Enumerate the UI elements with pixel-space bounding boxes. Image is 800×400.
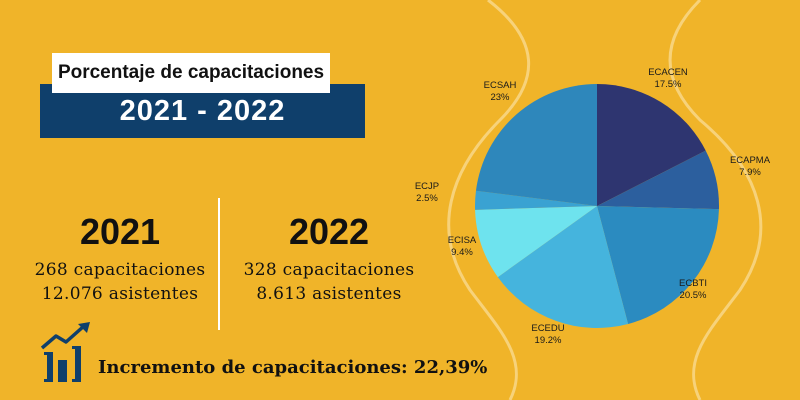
pie-slice-ecjp [474,190,597,210]
pie-value-ecjp: 2.5% [416,193,438,204]
pie-slice-ecacen [597,84,706,206]
pie-label-ecjp: ECJP [415,181,439,192]
page-title: Porcentaje de capacitaciones [52,53,330,93]
pie-slice-ecapma [597,150,719,210]
stats-2022: 2022 328 capacitaciones 8.613 asistentes [224,212,434,306]
year-2021-label: 2021 [79,211,161,252]
pie-value-ecacen: 17.5% [655,79,682,90]
pie-label-ecapma: ECAPMA [730,155,771,166]
growth-chart-icon [40,322,90,382]
capacitaciones-2022: 328 capacitaciones [243,260,415,280]
increment-row: Incremento de capacitaciones: 22,39% [40,322,487,384]
pie-value-ecedu: 19.2% [535,335,562,346]
pie-value-ecapma: 7.9% [739,167,761,178]
asistentes-2022: 8.613 asistentes [256,284,402,304]
stats-2021: 2021 268 capacitaciones 12.076 asistente… [24,212,216,306]
pie-value-ecbti: 20.5% [680,290,707,301]
pie-label-ecsah: ECSAH [484,80,517,91]
capacitaciones-2021: 268 capacitaciones [34,260,206,280]
pie-label-ecacen: ECACEN [648,67,688,78]
pie-label-ecisa: ECISA [448,235,477,246]
pie-value-ecisa: 9.4% [451,247,473,258]
pie-label-ecedu: ECEDU [531,323,564,334]
pie-slice-ecedu [497,206,629,328]
asistentes-2021: 12.076 asistentes [41,284,199,304]
pie-label-ecbti: ECBTI [679,278,707,289]
years-banner: 2021 - 2022 [40,84,365,138]
column-divider [218,198,220,330]
pie-slice-ecbti [597,206,719,324]
year-2022-label: 2022 [288,211,370,252]
pie-slice-ecisa [475,206,597,278]
pie-slice-ecsah [475,84,597,206]
increment-label: Incremento de capacitaciones: 22,39% [98,357,488,378]
pie-value-ecsah: 23% [490,92,510,103]
